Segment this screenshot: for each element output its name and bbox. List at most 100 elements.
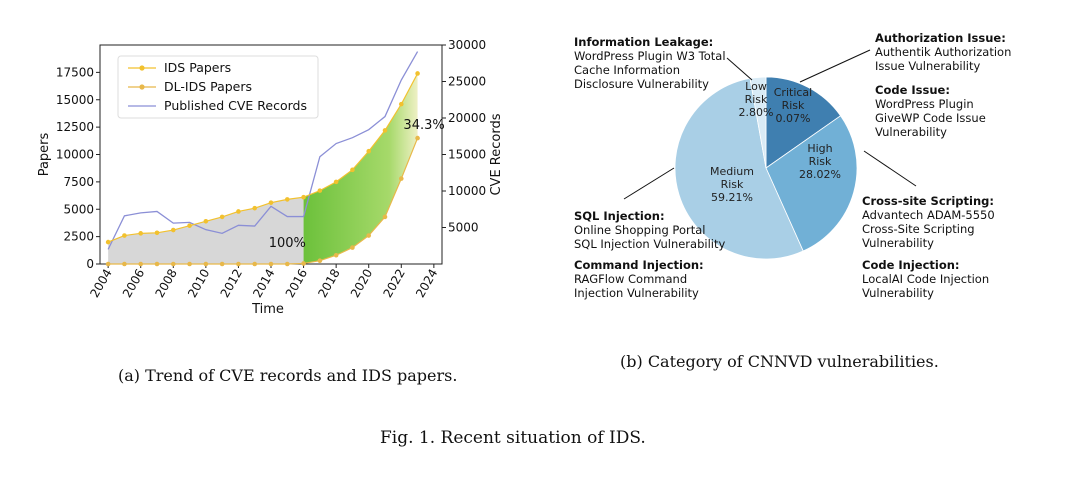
callout-line: WordPress Plugin xyxy=(875,97,974,111)
y-tick-label: 10000 xyxy=(56,148,94,162)
ids-point xyxy=(187,223,192,228)
legend-label: DL-IDS Papers xyxy=(164,79,252,94)
callout-line: Injection Vulnerability xyxy=(574,286,699,300)
dlids-point xyxy=(105,261,111,267)
slice-label-word: Risk xyxy=(721,178,744,191)
callout-leader-line xyxy=(863,150,917,187)
dlids-point xyxy=(350,245,355,250)
y-tick-label: 12500 xyxy=(56,120,94,134)
slice-label-word: Low xyxy=(745,80,767,93)
ids-point xyxy=(203,218,209,224)
legend-label: Published CVE Records xyxy=(164,98,307,113)
dlids-point xyxy=(415,135,420,141)
x-tick-label: 2010 xyxy=(185,267,212,300)
annotation-label: 34.3% xyxy=(403,118,444,133)
slice-label-word: Critical xyxy=(774,86,812,99)
x-tick-label: 2022 xyxy=(380,267,407,300)
x-tick-label: 2004 xyxy=(87,267,114,300)
callout-leader-line xyxy=(623,167,675,200)
y2-tick-label: 30000 xyxy=(448,38,486,52)
gray-share-area xyxy=(108,197,304,264)
dlids-point xyxy=(203,261,209,267)
ids-point xyxy=(170,227,176,233)
legend-label: IDS Papers xyxy=(164,60,231,75)
dlids-point xyxy=(170,261,176,267)
x-tick-label: 2012 xyxy=(218,267,245,300)
legend-swatch-marker xyxy=(139,65,145,71)
pie-slice-critical-risk xyxy=(765,76,842,169)
dlids-point xyxy=(187,261,192,267)
green-share-area xyxy=(303,73,418,264)
y2-tick-label: 10000 xyxy=(448,184,486,198)
ids-point xyxy=(268,200,274,205)
ids-point xyxy=(301,194,306,200)
y2-tick-label: 15000 xyxy=(448,148,486,162)
caption-b: (b) Category of CNNVD vulnerabilities. xyxy=(620,352,939,371)
ids-point xyxy=(382,128,388,133)
slice-label-word: Risk xyxy=(809,155,832,168)
dlids-point xyxy=(398,176,404,181)
ids-point xyxy=(333,179,339,185)
x-tick-label: 2014 xyxy=(250,267,277,300)
y-tick-label: 2500 xyxy=(63,230,94,244)
callout-line: Vulnerability xyxy=(862,286,934,300)
dlids-point xyxy=(252,261,258,267)
callout-line: Cross-Site Scripting xyxy=(862,222,975,236)
y2-tick-label: 20000 xyxy=(448,111,486,125)
callout-line: Issue Vulnerability xyxy=(875,59,980,73)
ids-point xyxy=(317,188,323,193)
callout-line: GiveWP Code Issue xyxy=(875,111,986,125)
callout-line: Advantech ADAM-5550 xyxy=(862,208,995,222)
callout-line: Authentik Authorization xyxy=(875,45,1011,59)
slice-label-word: Medium xyxy=(710,165,754,178)
legend: IDS Papers DL-IDS Papers Published CVE Rec… xyxy=(117,55,319,119)
callout-heading: Information Leakage: xyxy=(574,35,713,49)
ids-point xyxy=(398,101,404,107)
figure-caption: Fig. 1. Recent situation of IDS. xyxy=(380,428,646,448)
slice-label-pct: 2.80% xyxy=(739,106,774,119)
ids-point xyxy=(105,239,111,245)
x-axis-label: Time xyxy=(251,302,284,317)
dlids-point xyxy=(333,252,339,258)
callout-line: Vulnerability xyxy=(875,125,947,139)
callout-leader-line xyxy=(799,49,871,83)
y-tick-label: 5000 xyxy=(63,202,94,216)
dlids-point xyxy=(122,261,127,267)
slice-label-word: High xyxy=(807,142,832,155)
x-tick-label: 2008 xyxy=(152,267,179,300)
callout-heading: Code Issue: xyxy=(875,83,950,97)
pie-slice-high-risk xyxy=(765,115,858,252)
legend-swatch-marker xyxy=(139,84,145,90)
dlids-point xyxy=(284,261,290,267)
trend-chart: 2004 2006 2008 2010 2012 2014 2016 2018 2020 2022… xyxy=(37,38,504,317)
dlids-point xyxy=(219,261,225,267)
callout-line: Vulnerability xyxy=(862,236,934,250)
y-tick-label: 7500 xyxy=(63,175,94,189)
callout-leader-line xyxy=(726,57,753,81)
annotation-label: 100% xyxy=(269,236,306,251)
x-tick-label: 2020 xyxy=(348,267,375,300)
dlids-point xyxy=(154,261,160,267)
dlids-point xyxy=(236,261,241,267)
y-axis-label: Papers xyxy=(37,132,52,176)
callout-line: Online Shopping Portal xyxy=(574,223,705,237)
slice-label-pct: 0.07% xyxy=(776,112,811,125)
callout-line: LocalAI Code Injection xyxy=(862,272,989,286)
slice-label: Low Risk 2.80% xyxy=(739,80,774,119)
series-line-dlids xyxy=(108,137,419,265)
series-line-ids xyxy=(107,73,419,243)
slice-label-word: Risk xyxy=(745,93,768,106)
callout-line: Cache Information xyxy=(574,63,680,77)
ids-point xyxy=(366,148,372,154)
slice-label-word: Risk xyxy=(782,99,805,112)
slice-label: Critical Risk 0.07% xyxy=(774,86,812,125)
dlids-point xyxy=(301,261,306,266)
ids-point xyxy=(284,197,290,202)
ids-point xyxy=(252,205,258,211)
dlids-point xyxy=(382,214,388,220)
ids-point xyxy=(350,167,355,173)
callout-line: SQL Injection Vulnerability xyxy=(574,237,725,251)
dlids-point xyxy=(138,261,144,267)
x-tick-label: 2018 xyxy=(315,267,342,300)
ids-point xyxy=(138,231,144,236)
